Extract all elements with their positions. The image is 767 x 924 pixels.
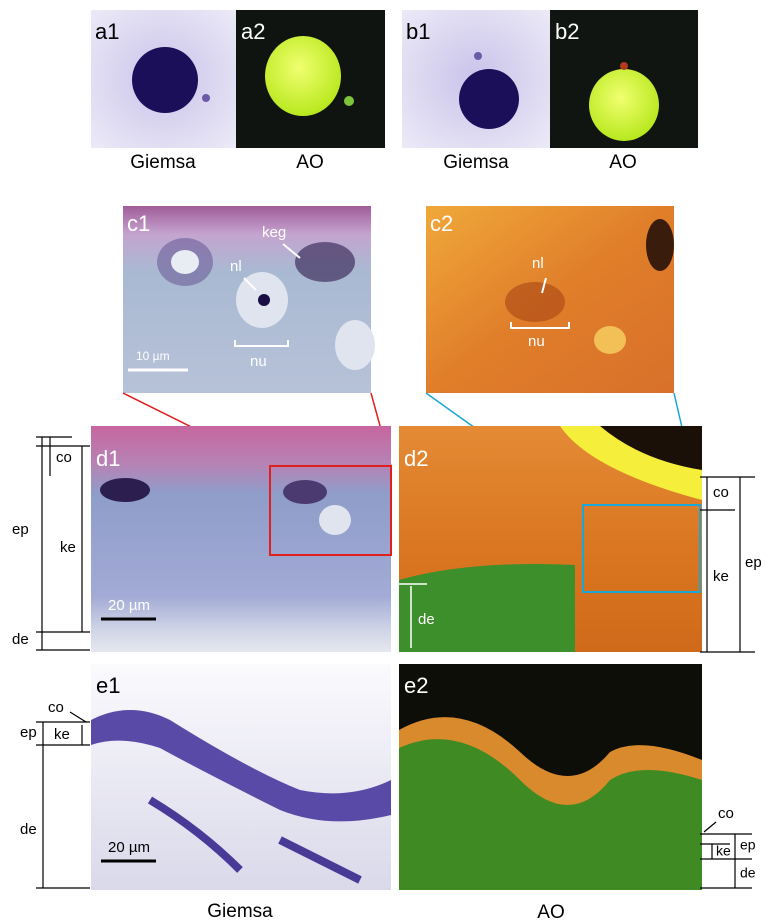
cell xyxy=(295,242,355,282)
nucleus xyxy=(265,36,341,116)
arrow xyxy=(704,822,716,832)
annotation: co xyxy=(713,484,729,501)
cell xyxy=(283,480,327,504)
annotation: de xyxy=(740,865,756,881)
d-row: d1 20 µm d2 de co ep ke de co ke ep xyxy=(12,426,762,652)
nucleus xyxy=(319,505,351,535)
panel-label: b2 xyxy=(555,19,579,44)
panel-label: d2 xyxy=(404,446,428,471)
annotation: nl xyxy=(230,258,242,275)
nucleolus xyxy=(258,294,270,306)
caption: Giemsa xyxy=(443,152,509,173)
particle xyxy=(620,62,628,70)
c-row: c1 keg nl nu 10 µm c2 nl nu xyxy=(123,206,674,393)
annotation: nl xyxy=(532,255,544,272)
annotation: ep xyxy=(740,837,756,853)
annotation: de xyxy=(12,631,29,648)
annotation: co xyxy=(718,805,734,822)
panel-label: a1 xyxy=(95,19,119,44)
tick xyxy=(36,722,90,888)
figure: a1 a2 b1 b2 Giemsa AO Giemsa AO c1 keg n… xyxy=(0,0,767,924)
annotation: ke xyxy=(713,568,729,585)
caption: Giemsa xyxy=(207,901,273,922)
panel-label: e1 xyxy=(96,673,120,698)
caption: AO xyxy=(296,152,323,173)
panel-label: a2 xyxy=(241,19,265,44)
annotation: ep xyxy=(12,521,29,538)
panel-label: c1 xyxy=(127,211,150,236)
panel-label: b1 xyxy=(406,19,430,44)
scale-label: 20 µm xyxy=(108,839,150,856)
panel-label: c2 xyxy=(430,211,453,236)
dermis xyxy=(399,564,575,652)
caption: AO xyxy=(537,902,564,923)
nucleus xyxy=(335,320,375,370)
cell xyxy=(100,478,150,502)
annotation: ke xyxy=(60,539,76,556)
panel-label: d1 xyxy=(96,446,120,471)
arrow xyxy=(70,712,86,722)
panel-label: e2 xyxy=(404,673,428,698)
cell xyxy=(646,219,674,271)
nucleus xyxy=(589,69,659,141)
annotation: co xyxy=(48,699,64,716)
cell xyxy=(505,282,565,322)
annotation: co xyxy=(56,449,72,466)
nucleus xyxy=(459,69,519,129)
annotation: nu xyxy=(250,353,267,370)
particle xyxy=(202,94,210,102)
caption: Giemsa xyxy=(130,152,196,173)
cell xyxy=(594,326,626,354)
top-row: a1 a2 b1 b2 Giemsa AO Giemsa AO xyxy=(91,10,698,173)
annotation: ke xyxy=(716,843,731,859)
scale-label: 20 µm xyxy=(108,597,150,614)
annotation: ke xyxy=(54,726,70,743)
annotation: keg xyxy=(262,224,286,241)
nucleus xyxy=(171,250,199,274)
annotation: de xyxy=(418,611,435,628)
annotation: nu xyxy=(528,333,545,350)
e-row: e1 20 µm e2 co ep ke de co ep ke de xyxy=(20,664,756,890)
caption: AO xyxy=(609,152,636,173)
annotation: ep xyxy=(745,554,762,571)
annotation: ep xyxy=(20,724,37,741)
scale-label: 10 µm xyxy=(136,349,170,363)
nucleus xyxy=(132,47,198,113)
annotation: de xyxy=(20,821,37,838)
particle xyxy=(344,96,354,106)
particle xyxy=(474,52,482,60)
